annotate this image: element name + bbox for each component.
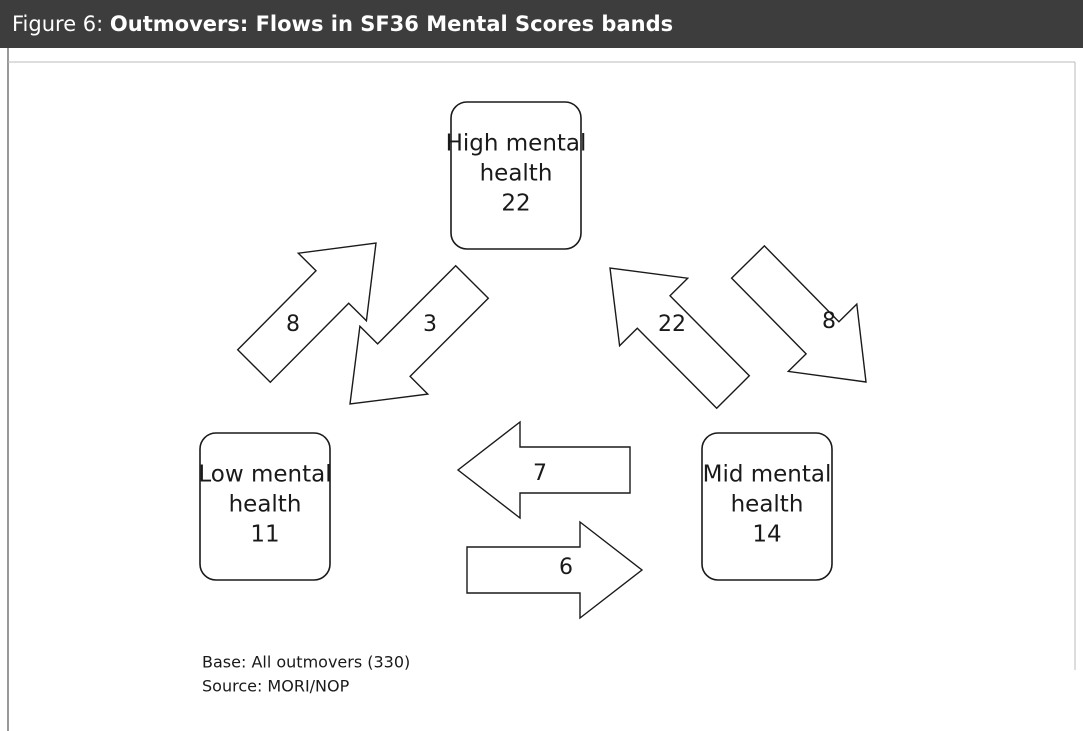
node-box — [199, 432, 331, 581]
flow-arrow — [730, 244, 867, 383]
flow-arrow — [609, 267, 751, 410]
header-title: Outmovers: Flows in SF36 Mental Scores b… — [110, 12, 673, 36]
note: Source: MORI/NOP — [202, 677, 350, 696]
flow-value: 7 — [533, 461, 547, 486]
node-label: health — [480, 161, 553, 187]
header-label: Figure 6: — [12, 12, 103, 36]
note: Base: All outmovers (330) — [202, 653, 410, 672]
node-label: High mental — [446, 131, 587, 157]
flow-arrow — [236, 242, 377, 384]
node-value: 22 — [501, 191, 530, 217]
node-value: 14 — [752, 522, 781, 548]
node-label: Low mental — [198, 462, 331, 488]
flow-arrow — [466, 520, 644, 620]
flow-arrow — [456, 420, 631, 520]
node-label: health — [731, 492, 804, 518]
node-box — [450, 101, 582, 250]
flow-value: 8 — [286, 312, 300, 337]
flow-value: 22 — [658, 312, 686, 337]
flow-value: 6 — [559, 555, 573, 580]
flow-arrow — [349, 264, 490, 405]
node-value: 11 — [250, 522, 279, 548]
header-bar — [0, 0, 1083, 48]
node-label: health — [229, 492, 302, 518]
flow-value: 8 — [822, 309, 836, 334]
node-label: Mid mental — [703, 462, 832, 488]
header: Figure 6: Outmovers: Flows in SF36 Menta… — [12, 12, 673, 36]
flow-value: 3 — [423, 312, 437, 337]
node-box — [701, 432, 833, 581]
